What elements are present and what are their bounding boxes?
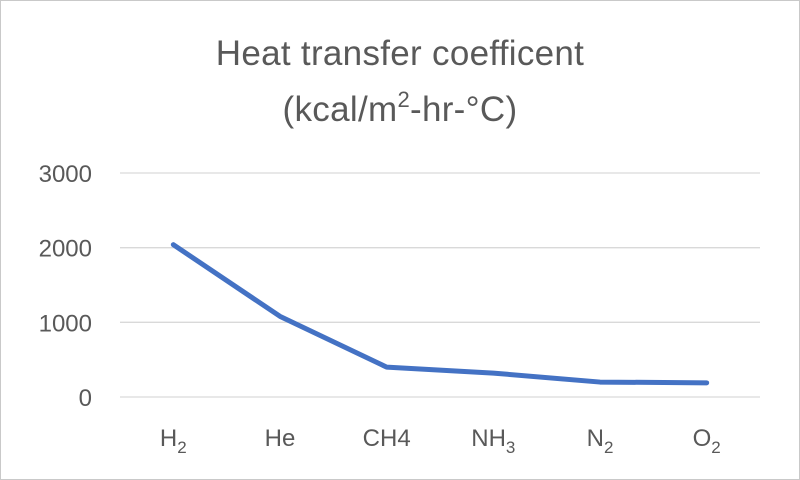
- x-tick-label: CH4: [363, 425, 411, 452]
- y-tick-label: 2000: [39, 236, 92, 263]
- x-tick-label: O2: [693, 425, 721, 457]
- title-unit-suffix: -hr-°C): [409, 90, 518, 129]
- y-tick-label: 1000: [39, 310, 92, 337]
- chart-title-line-1: Heat transfer coefficent: [215, 34, 585, 73]
- y-tick-label: 3000: [39, 161, 92, 188]
- x-tick-label: NH3: [471, 425, 515, 457]
- chart-title-line-2: (kcal/m2-hr-°C): [0, 88, 800, 132]
- title-unit-prefix: (kcal/m: [282, 90, 398, 129]
- x-tick-label: H2: [160, 425, 187, 457]
- x-tick-label: N2: [587, 425, 614, 457]
- series-line: [170, 242, 710, 386]
- x-tick-label: He: [265, 425, 296, 452]
- y-tick-label: 0: [79, 385, 92, 412]
- title-unit-superscript: 2: [397, 87, 410, 112]
